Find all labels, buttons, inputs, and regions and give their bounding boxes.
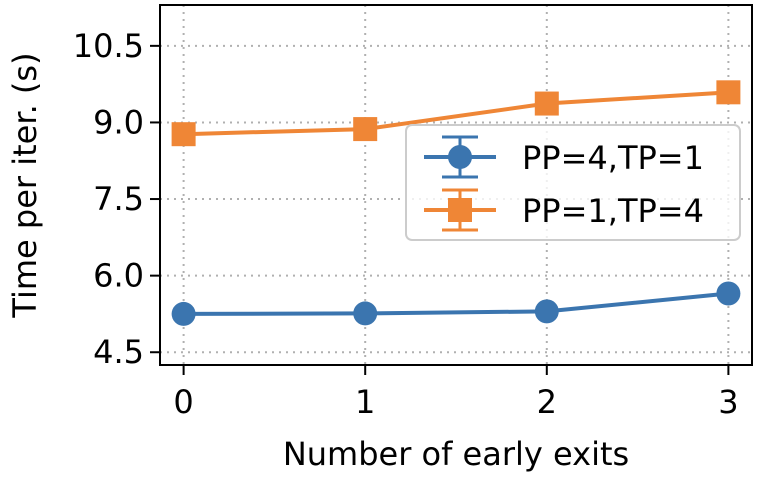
x-tick-label: 0 xyxy=(173,383,193,421)
data-point xyxy=(534,299,559,324)
axis-ticks: 0 1 2 3 4.5 6.0 7.5 9.0 10.5 xyxy=(73,27,739,421)
y-tick-label: 9.0 xyxy=(93,103,144,141)
series-line xyxy=(183,291,729,316)
data-point xyxy=(716,80,741,105)
x-tick-label: 2 xyxy=(537,383,557,421)
series-circle xyxy=(171,281,741,326)
data-point xyxy=(353,301,378,326)
legend-entry: PP=1,TP=4 xyxy=(424,188,704,232)
legend-entry: PP=4,TP=1 xyxy=(424,135,704,179)
x-tick-label: 3 xyxy=(718,383,738,421)
data-point xyxy=(716,281,741,306)
legend: PP=4,TP=1 PP=1,TP=4 xyxy=(405,124,741,241)
series-layer xyxy=(171,80,741,326)
series-square xyxy=(171,80,741,147)
legend-marker xyxy=(448,198,472,222)
x-axis-label: Number of early exits xyxy=(283,435,629,473)
legend-marker xyxy=(448,145,472,169)
x-tick-label: 1 xyxy=(355,383,375,421)
y-tick-label: 4.5 xyxy=(93,333,144,371)
legend-label: PP=4,TP=1 xyxy=(522,139,704,177)
y-tick-label: 7.5 xyxy=(93,180,144,218)
y-axis-label: Time per iter. (s) xyxy=(6,52,44,318)
y-tick-label: 6.0 xyxy=(93,257,144,295)
data-point xyxy=(171,301,196,326)
plot-frame xyxy=(159,4,753,366)
data-point xyxy=(353,117,378,142)
series-line xyxy=(183,90,729,137)
legend-label: PP=1,TP=4 xyxy=(522,192,704,230)
data-point xyxy=(171,122,196,147)
data-point xyxy=(534,91,559,116)
y-tick-label: 10.5 xyxy=(73,27,144,65)
